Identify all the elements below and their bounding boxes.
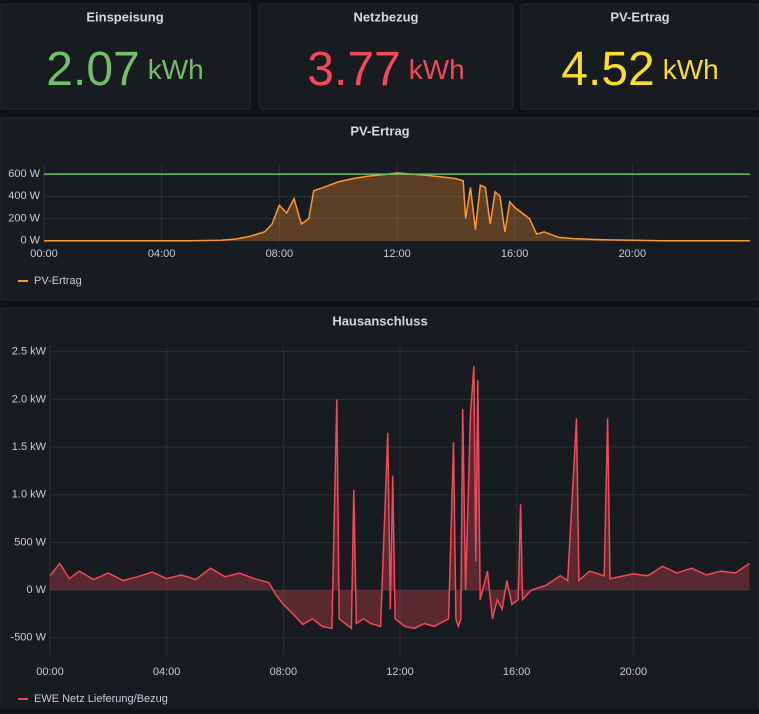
stat-number: 2.07 — [46, 43, 139, 96]
stat-value: 3.77 kWh — [307, 43, 464, 96]
x-tick-label: 20:00 — [619, 248, 647, 260]
stat-unit: kWh — [663, 54, 719, 85]
stat-title: Einspeisung — [86, 9, 163, 24]
x-tick-label: 12:00 — [383, 248, 411, 260]
y-tick-label: 1.0 kW — [12, 489, 47, 501]
y-tick-label: 200 W — [8, 212, 40, 224]
chart-title: PV-Ertrag — [350, 123, 409, 138]
x-tick-label: 04:00 — [153, 666, 181, 678]
series-area — [44, 173, 750, 241]
series-line — [49, 365, 750, 630]
x-tick-label: 00:00 — [30, 248, 58, 260]
y-tick-label: 2.5 kW — [12, 346, 47, 358]
stat-number: 3.77 — [307, 43, 400, 96]
x-tick-label: 12:00 — [386, 666, 414, 678]
stat-panel — [520, 3, 759, 110]
y-tick-label: 400 W — [8, 190, 40, 202]
chart-panel — [0, 117, 759, 301]
stat-title: Netzbezug — [354, 9, 419, 24]
x-tick-label: 16:00 — [501, 248, 529, 260]
x-tick-label: 20:00 — [620, 666, 648, 678]
chart-panel — [0, 307, 759, 714]
y-tick-label: 0 W — [26, 584, 46, 596]
stat-title: PV-Ertrag — [610, 9, 669, 24]
stat-number: 4.52 — [561, 43, 654, 96]
stat-value: 4.52 kWh — [561, 43, 718, 96]
stat-unit: kWh — [148, 54, 204, 85]
legend-label: PV-Ertrag — [34, 275, 82, 287]
y-tick-label: 1.5 kW — [12, 441, 47, 453]
chart-title: Hausanschluss — [332, 313, 427, 328]
y-tick-label: 500 W — [14, 536, 46, 548]
series-line — [44, 172, 750, 242]
series-area — [50, 366, 750, 629]
y-tick-label: -500 W — [11, 632, 47, 644]
x-tick-label: 16:00 — [503, 666, 531, 678]
x-tick-label: 04:00 — [148, 248, 176, 260]
y-tick-label: 600 W — [8, 168, 40, 180]
y-tick-label: 0 W — [20, 235, 40, 247]
x-tick-label: 00:00 — [36, 666, 64, 678]
y-tick-label: 2.0 kW — [12, 393, 47, 405]
legend-label: EWE Netz Lieferung/Bezug — [34, 693, 168, 705]
stat-panel — [0, 3, 251, 110]
x-tick-label: 08:00 — [266, 248, 294, 260]
stat-value: 2.07 kWh — [46, 43, 203, 96]
stat-panel — [258, 3, 514, 110]
x-tick-label: 08:00 — [270, 666, 298, 678]
stat-unit: kWh — [409, 54, 465, 85]
